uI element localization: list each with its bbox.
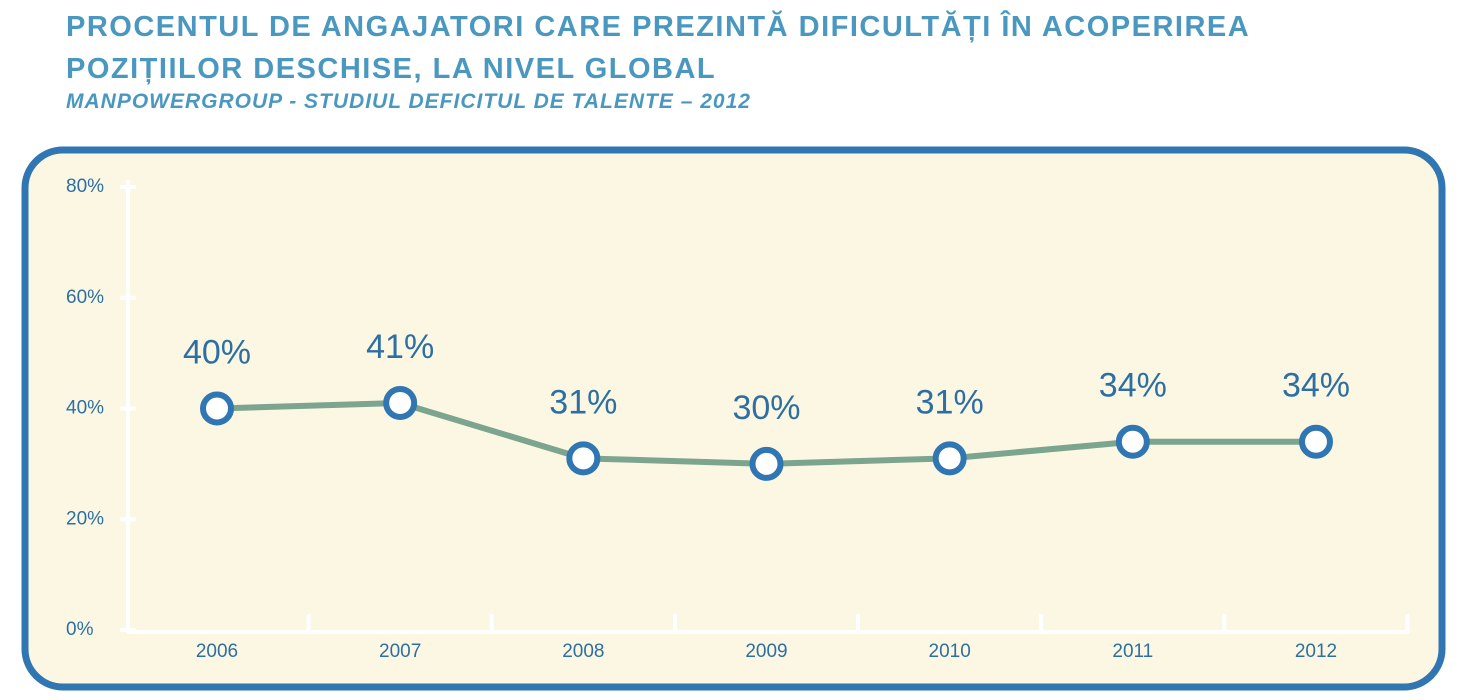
value-label: 41%	[366, 328, 434, 366]
y-tick-label: 80%	[66, 176, 104, 197]
marker	[932, 441, 967, 476]
x-tick-label: 2007	[379, 641, 421, 662]
x-tick-label: 2006	[196, 641, 238, 662]
marker	[383, 385, 418, 420]
chart-subtitle: MANPOWERGROUP - STUDIUL DEFICITUL DE TAL…	[66, 90, 751, 113]
x-tick-label: 2010	[929, 641, 971, 662]
marker	[200, 391, 234, 426]
value-label: 34%	[1282, 367, 1350, 405]
value-label: 31%	[549, 383, 617, 421]
x-tick-label: 2012	[1295, 641, 1337, 662]
y-tick-label: 40%	[66, 398, 104, 419]
y-tick-label: 20%	[66, 508, 104, 529]
x-tick-label: 2009	[745, 641, 787, 662]
marker	[1299, 424, 1333, 459]
marker	[1115, 424, 1150, 459]
value-label: 40%	[183, 333, 251, 371]
chart-frame	[21, 146, 1446, 691]
chart-title: PROCENTUL DE ANGAJATORI CARE PREZINTĂ DI…	[66, 11, 1250, 85]
x-tick-label: 2011	[1112, 641, 1153, 662]
value-label: 30%	[732, 389, 800, 427]
x-tick-label: 2008	[562, 641, 604, 662]
value-label: 34%	[1099, 367, 1167, 405]
value-label: 31%	[916, 383, 984, 421]
y-tick-label: 0%	[66, 619, 94, 640]
marker	[749, 446, 784, 481]
marker	[566, 441, 601, 476]
y-tick-label: 60%	[66, 287, 104, 308]
